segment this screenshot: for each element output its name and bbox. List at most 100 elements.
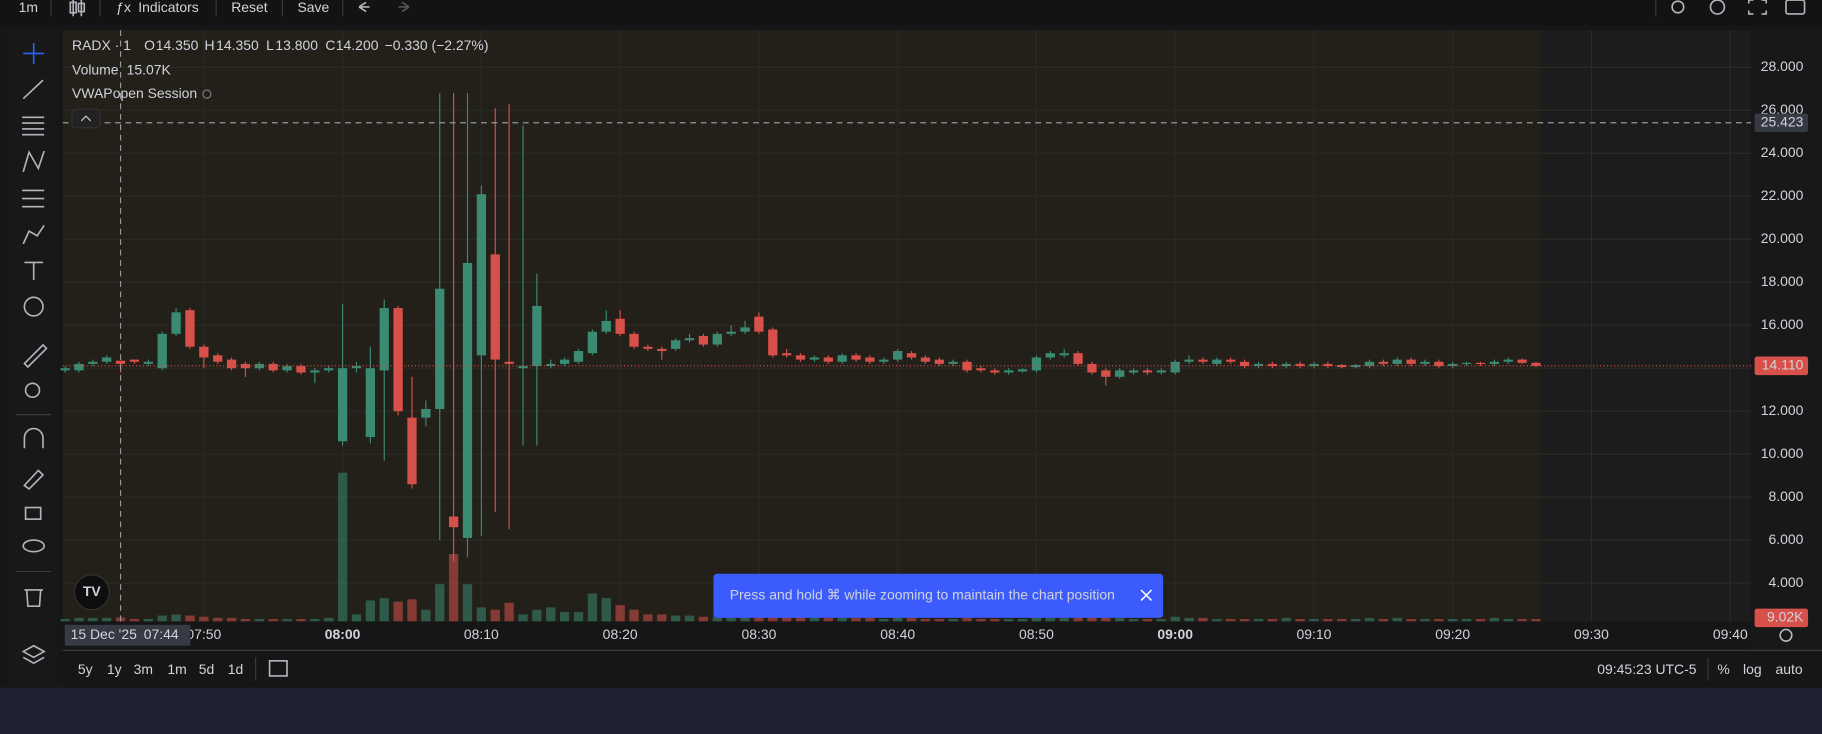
volume-bar	[268, 619, 278, 622]
volume-bar	[435, 584, 445, 622]
candle-body	[948, 361, 958, 364]
range-button[interactable]: 1d	[228, 661, 244, 677]
legend: RADX · 1 O 14.350 H 14.350 L 13.800 C 14…	[71, 37, 488, 129]
magnet-tool[interactable]	[23, 427, 44, 449]
range-button[interactable]: 5d	[199, 661, 215, 677]
reset-button[interactable]: Reset	[231, 0, 268, 15]
volume-bar	[407, 599, 417, 622]
vwap-hidden-icon[interactable]	[202, 89, 212, 99]
candle-body	[1267, 363, 1277, 367]
trendline-tool[interactable]	[22, 79, 44, 100]
volume-bar	[1004, 619, 1014, 622]
candles	[60, 93, 1541, 562]
top-toolbar-items: 1m ƒx Indicators Reset Save	[19, 0, 1806, 17]
zoom-tool[interactable]	[24, 382, 41, 399]
volume-bar	[990, 619, 1000, 622]
candle-body	[559, 359, 570, 364]
logo[interactable]	[73, 574, 110, 611]
candle-body	[795, 355, 806, 360]
volume-bar	[1503, 619, 1513, 622]
delete-tool[interactable]	[24, 589, 43, 608]
candle-body	[1142, 370, 1153, 373]
candle-body	[518, 366, 528, 369]
volume-bar	[1420, 619, 1430, 622]
x-tick-label: 08:20	[603, 626, 638, 642]
redo-button[interactable]	[398, 1, 410, 13]
search-button[interactable]	[1671, 0, 1685, 14]
volume-legend-label: Volume	[72, 62, 119, 78]
indicator-icon[interactable]: ƒx	[116, 0, 131, 15]
legend-low: 13.800	[275, 37, 318, 53]
toast-close[interactable]	[1140, 589, 1153, 601]
save-button[interactable]: Save	[297, 0, 329, 15]
log-toggle[interactable]: log	[1743, 661, 1762, 677]
text-tool[interactable]	[24, 261, 43, 280]
volume-bar	[962, 617, 972, 622]
candle-body	[504, 361, 514, 364]
volume-bar	[282, 619, 292, 622]
collapse-legend[interactable]	[71, 108, 101, 129]
candle-body	[684, 338, 695, 341]
lock-tool[interactable]	[24, 506, 42, 520]
volume-bar	[601, 598, 611, 622]
volume-bar	[476, 607, 487, 622]
volume-bar	[587, 593, 598, 622]
candle-body	[1420, 361, 1430, 364]
interval-button[interactable]: 1m	[19, 0, 38, 15]
candle-body	[837, 355, 847, 362]
undo-button[interactable]	[358, 1, 370, 13]
volume-bar	[684, 615, 695, 622]
candle-body	[129, 359, 140, 362]
volume-bar	[1031, 616, 1042, 622]
fib-tool[interactable]	[22, 116, 45, 136]
chart-type-icon[interactable]	[69, 0, 86, 17]
ruler-tool[interactable]	[23, 343, 48, 369]
price-axis	[1751, 30, 1822, 651]
candle-body	[1198, 359, 1208, 362]
pattern-tool[interactable]	[22, 150, 45, 173]
volume-bar	[1475, 619, 1486, 622]
logo-mark: TV	[83, 583, 102, 599]
visibility-tool[interactable]	[22, 539, 45, 553]
candle-body	[74, 363, 84, 371]
range-button[interactable]: 5y	[78, 661, 93, 677]
candle-body	[268, 363, 278, 371]
volume-bar	[1309, 619, 1319, 622]
emoji-tool[interactable]	[23, 296, 44, 317]
percent-toggle[interactable]: %	[1717, 661, 1729, 677]
auto-toggle[interactable]: auto	[1776, 661, 1803, 677]
volume-bar	[74, 617, 84, 622]
volume-bar	[185, 615, 195, 622]
object-tree[interactable]	[21, 644, 46, 665]
candle-body	[1337, 364, 1347, 368]
candle-body	[351, 366, 362, 369]
candle-body	[490, 254, 500, 360]
volume-bar	[421, 609, 431, 622]
candle-body	[282, 366, 292, 371]
drawing-tools	[16, 42, 52, 665]
range-button[interactable]: 3m	[134, 661, 153, 677]
candle-body	[407, 417, 417, 485]
collapse-icon	[80, 115, 92, 122]
volume-bar	[837, 617, 847, 622]
projection-tool[interactable]	[22, 189, 45, 208]
x-tick-label: 08:50	[1019, 626, 1054, 642]
volume-bar	[795, 616, 806, 622]
range-button[interactable]: 1m	[167, 661, 186, 677]
axis-settings[interactable]	[1779, 628, 1793, 642]
y-tick-label: 26.000	[1761, 101, 1804, 117]
settings-button[interactable]	[1709, 0, 1726, 15]
brush-tool[interactable]	[22, 224, 45, 245]
candle-body	[171, 312, 181, 334]
indicators-button[interactable]: Indicators	[138, 0, 198, 15]
fullscreen-button[interactable]	[1747, 0, 1768, 15]
volume-bar	[1378, 619, 1389, 622]
range-button[interactable]: 1y	[107, 661, 122, 677]
goto-date-button[interactable]	[268, 660, 288, 677]
candle-body	[1073, 353, 1083, 364]
crosshair-tool[interactable]	[23, 42, 45, 64]
y-tick-label: 18.000	[1761, 273, 1804, 289]
screenshot-button[interactable]	[1785, 0, 1806, 15]
lock-drawing-tool[interactable]	[23, 469, 45, 491]
